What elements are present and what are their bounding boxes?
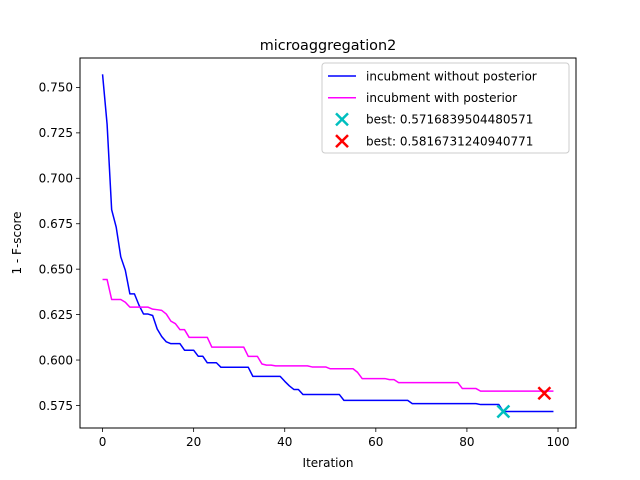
legend-label: best: 0.5816731240940771: [366, 134, 533, 148]
x-tick-label: 40: [277, 435, 292, 449]
legend-entry-1: incubment without posterior: [328, 69, 537, 83]
y-tick-label: 0.675: [39, 217, 73, 231]
plot-frame: [79, 57, 577, 429]
y-tick-label: 0.700: [39, 172, 73, 186]
best-marker-2: [537, 386, 552, 401]
x-tick-label: 0: [99, 435, 107, 449]
x-axis: 0 20 40 60 80 100: [99, 428, 570, 449]
x-tick-label: 60: [368, 435, 383, 449]
marker-layer: [496, 386, 552, 419]
series-line-1: [101, 74, 554, 413]
y-tick-label: 0.725: [39, 126, 73, 140]
legend-entry-2: incubment with posterior: [328, 91, 517, 105]
legend: incubment without posterior incubment wit…: [321, 62, 570, 154]
x-tick-label: 80: [459, 435, 474, 449]
legend-box: [321, 62, 570, 154]
y-tick-label: 0.600: [39, 353, 73, 367]
y-tick-label: 0.575: [39, 399, 73, 413]
x-tick-label: 100: [547, 435, 570, 449]
series-layer: [101, 74, 554, 413]
legend-label: incubment with posterior: [366, 91, 517, 105]
legend-entry-3: best: 0.5716839504480571: [335, 112, 533, 127]
series-line-2: [102, 278, 554, 392]
legend-entry-4: best: 0.5816731240940771: [335, 134, 533, 148]
x-axis-label: Iteration: [303, 456, 354, 470]
legend-x-marker-icon: [335, 112, 349, 127]
x-tick-label: 20: [186, 435, 201, 449]
legend-x-marker-icon: [335, 134, 349, 148]
y-tick-label: 0.650: [39, 262, 73, 276]
y-tick-label: 0.750: [39, 81, 73, 95]
y-axis-label: 1 - F-score: [10, 211, 24, 274]
y-tick-label: 0.625: [39, 308, 73, 322]
y-axis: 0.575 0.600 0.625 0.650 0.675 0.700 0.725 0.750: [39, 81, 80, 413]
legend-label: best: 0.5716839504480571: [366, 113, 533, 127]
chart-title: microaggregation2: [260, 38, 397, 54]
legend-label: incubment without posterior: [366, 69, 537, 83]
best-marker-1: [496, 404, 511, 419]
